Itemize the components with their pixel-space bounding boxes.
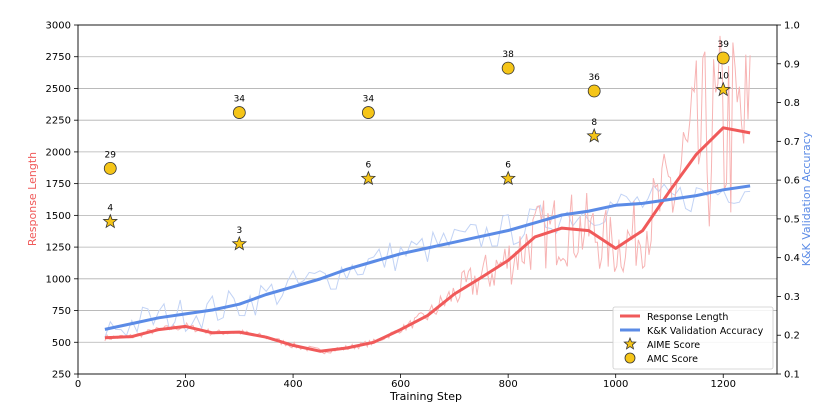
legend: Response Length K&K Validation Accuracy … [612, 306, 774, 370]
aime-score-label: 10 [718, 72, 730, 82]
y-left-tick-label: 3000 [46, 21, 71, 32]
accuracy-raw-line [104, 183, 751, 338]
aime-star-marker [102, 213, 118, 229]
y-left-tick-label: 2500 [46, 84, 71, 95]
legend-label-amc: AMC Score [647, 354, 698, 365]
smoothed-series-layer [104, 126, 751, 353]
aime-score-label: 6 [365, 161, 371, 171]
amc-circle-marker [587, 84, 601, 98]
x-tick-label: 600 [391, 379, 410, 390]
axes: 0 200 400 600 800 1000 1200 250 500 750 1000 1250 15… [46, 21, 800, 391]
amc-score-label: 36 [588, 73, 600, 83]
y-left-tick-label: 1250 [46, 243, 71, 254]
x-axis-label: Training Step [389, 390, 462, 403]
gridlines [78, 56, 777, 343]
y-axis-left-label: Response Length [26, 152, 39, 246]
legend-star-icon [623, 336, 637, 350]
raw-series-layer [104, 35, 751, 355]
y-left-tick-label: 750 [52, 306, 71, 317]
x-tick-label: 1200 [711, 379, 736, 390]
aime-star-marker [500, 170, 516, 186]
aime-score-label: 8 [591, 118, 597, 128]
y-right-tick-label: 0.7 [784, 137, 800, 148]
y-right-tick-label: 0.6 [784, 176, 800, 187]
y-right-tick-label: 0.8 [784, 98, 800, 109]
legend-label-accuracy: K&K Validation Accuracy [647, 326, 764, 337]
x-tick-label: 1000 [603, 379, 628, 390]
y-left-tick-label: 2750 [46, 52, 71, 63]
legend-star-shape [623, 336, 637, 350]
y-left-tick-label: 2000 [46, 147, 71, 158]
amc-score-label: 29 [105, 150, 117, 160]
aime-score-label: 6 [505, 161, 511, 171]
y-left-tick-label: 1000 [46, 274, 71, 285]
y-left-tick-label: 1750 [46, 179, 71, 190]
amc-circle-marker [361, 106, 375, 119]
legend-circle-icon [624, 352, 636, 364]
legend-label-aime: AIME Score [647, 340, 700, 351]
y-left-tick-label: 250 [52, 370, 71, 381]
y-right-tick-label: 0.3 [784, 292, 800, 303]
y-right-tick-label: 0.1 [784, 370, 800, 381]
y-right-tick-label: 0.2 [784, 331, 800, 342]
amc-score-label: 34 [363, 95, 375, 105]
plot-frame [77, 24, 778, 375]
y-right-tick-label: 0.5 [784, 214, 800, 225]
y-right-tick-label: 0.4 [784, 253, 800, 264]
y-left-tick-label: 2250 [46, 116, 71, 127]
x-tick-label: 400 [284, 379, 303, 390]
response-length-line [104, 126, 751, 353]
x-tick-label: 0 [75, 379, 81, 390]
aime-star-marker [360, 170, 377, 186]
aime-score-label: 4 [107, 204, 113, 214]
aime-star-marker [586, 127, 602, 143]
amc-circle-marker [103, 162, 117, 175]
y-right-tick-label: 1.0 [784, 21, 800, 32]
accuracy-line [104, 184, 751, 331]
amc-score-label: 34 [234, 95, 246, 105]
amc-circle-marker [501, 61, 515, 75]
amc-score-label: 38 [502, 50, 514, 60]
aime-star-marker [715, 81, 731, 97]
amc-circle-marker [232, 106, 246, 119]
amc-circle-marker [716, 51, 730, 65]
y-left-tick-label: 500 [52, 338, 71, 349]
legend-box [612, 306, 774, 370]
legend-label-response-length: Response Length [647, 312, 728, 323]
aime-score-label: 3 [236, 226, 242, 236]
y-right-tick-label: 0.9 [784, 59, 800, 70]
amc-score-label: 39 [718, 40, 730, 50]
x-tick-label: 800 [499, 379, 518, 390]
aime-star-marker [231, 235, 248, 251]
response-length-raw-line [104, 35, 751, 355]
y-left-tick-label: 1500 [46, 211, 71, 222]
x-tick-label: 200 [176, 379, 195, 390]
y-axis-right-label: K&K Validation Accuracy [800, 131, 813, 266]
